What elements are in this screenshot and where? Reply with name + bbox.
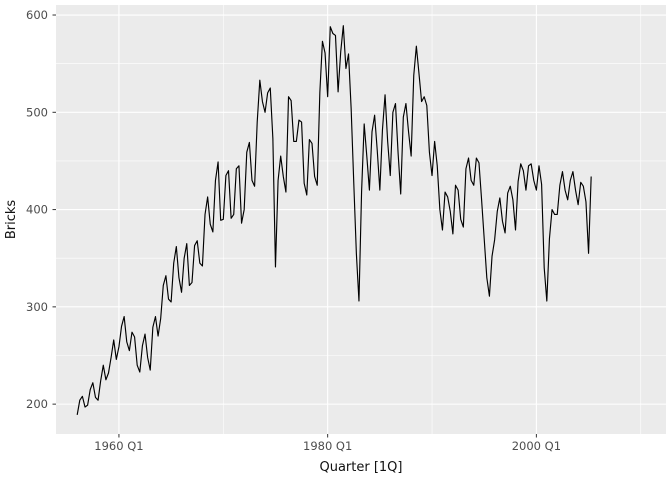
- y-axis: 200 300 400 500 600: [26, 8, 56, 411]
- x-axis: 1960 Q1 1980 Q1 2000 Q1: [94, 434, 561, 453]
- grid-minor-lines: [56, 5, 666, 434]
- y-tick-label: 200: [26, 397, 48, 411]
- series-line: [76, 25, 592, 415]
- x-tick-label: 1980 Q1: [303, 439, 352, 453]
- y-tick-label: 600: [26, 8, 48, 22]
- y-tick-label: 500: [26, 105, 48, 119]
- y-tick-label: 300: [26, 300, 48, 314]
- x-axis-title: Quarter [1Q]: [319, 460, 402, 475]
- x-tick-label: 2000 Q1: [512, 439, 561, 453]
- x-tick-label: 1960 Q1: [94, 439, 143, 453]
- y-tick-label: 400: [26, 203, 48, 217]
- y-axis-title: Bricks: [4, 200, 19, 240]
